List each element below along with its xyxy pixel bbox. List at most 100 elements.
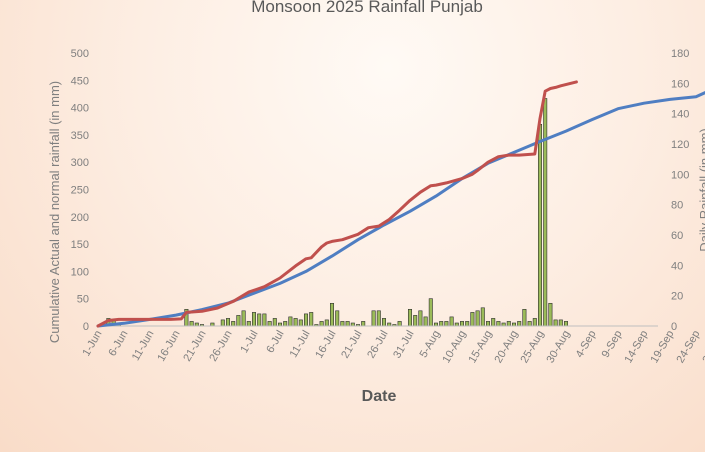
x-tick-label: 6-Jun	[106, 329, 130, 359]
daily-rainfall-bar	[496, 321, 501, 327]
daily-rainfall-bar	[340, 321, 345, 327]
daily-rainfall-bar	[335, 310, 340, 327]
x-tick-label: 25-Aug	[518, 329, 546, 366]
daily-rainfall-bar	[553, 319, 558, 327]
x-tick-label: 16-Jun	[155, 329, 182, 364]
daily-rainfall-bar	[543, 98, 548, 327]
daily-rainfall-bar	[361, 321, 366, 327]
daily-rainfall-bar	[397, 321, 402, 327]
x-tick-label: 15-Aug	[466, 329, 494, 366]
left-axis-ticks: 0 50 100 150 200 250 300 350 400 450 500	[71, 48, 89, 333]
x-tick-label: 20-Aug	[492, 329, 520, 366]
daily-rainfall-bar	[381, 318, 386, 327]
daily-rainfall-bar	[231, 321, 236, 327]
chart-title: Monsoon 2025 Rainfall Punjab	[251, 0, 483, 16]
plot-area	[96, 80, 705, 328]
left-axis-label: Cumulative Actual and normal rainfall (i…	[47, 81, 62, 343]
daily-rainfall-bar	[439, 321, 444, 327]
right-tick-label: 0	[671, 321, 677, 333]
right-tick-label: 120	[671, 139, 689, 151]
left-tick-label: 150	[71, 239, 89, 251]
right-tick-label: 180	[671, 48, 689, 60]
daily-rainfall-bar	[480, 307, 485, 327]
x-tick-label: 14-Sep	[622, 329, 650, 366]
daily-rainfall-bar	[236, 315, 241, 327]
right-tick-label: 60	[671, 230, 683, 242]
left-tick-label: 500	[71, 48, 89, 60]
daily-rainfall-bar	[252, 312, 257, 327]
x-tick-label: 21-Jul	[339, 329, 364, 361]
x-tick-label: 31-Jul	[391, 329, 416, 361]
daily-rainfall-bar	[423, 316, 428, 327]
daily-rainfall-bar	[246, 321, 251, 327]
x-tick-label: 24-Sep	[674, 329, 702, 366]
left-tick-label: 250	[71, 185, 89, 197]
daily-rainfall-bar	[485, 321, 490, 327]
daily-rainfall-bar	[506, 321, 511, 327]
left-tick-label: 300	[71, 157, 89, 169]
left-tick-label: 0	[83, 321, 89, 333]
daily-rainfall-bar	[220, 319, 225, 327]
daily-rainfall-bar	[272, 318, 277, 327]
daily-rainfall-bar	[418, 310, 423, 327]
daily-rainfall-bar	[257, 313, 262, 327]
daily-rainfall-bar	[345, 321, 350, 327]
daily-rainfall-bar	[548, 302, 553, 327]
daily-rainfall-bar	[226, 318, 231, 327]
daily-rainfall-bar	[319, 321, 324, 327]
right-tick-label: 20	[671, 291, 683, 303]
daily-rainfall-bar	[459, 321, 464, 327]
right-tick-label: 100	[671, 169, 689, 181]
right-tick-label: 160	[671, 78, 689, 90]
actual-cumulative-line	[96, 80, 578, 328]
daily-rainfall-bar	[189, 321, 194, 327]
daily-rainfall-bar	[537, 124, 542, 327]
daily-rainfall-bar	[303, 313, 308, 327]
daily-rainfall-bar	[298, 319, 303, 327]
x-tick-label: 11-Jun	[130, 329, 157, 363]
right-axis-ticks: 0 20 40 60 80 100 120 140 160 180	[671, 48, 689, 333]
x-axis-label: Date	[362, 388, 397, 405]
x-tick-label: 10-Aug	[440, 329, 468, 366]
daily-rainfall-bar	[329, 302, 334, 327]
daily-rainfall-bar	[522, 308, 527, 327]
right-tick-label: 140	[671, 109, 689, 121]
right-axis-label: Daily Rainfall (in mm)	[697, 128, 705, 252]
daily-rainfall-bar	[371, 310, 376, 327]
daily-rainfall-bar	[449, 316, 454, 327]
x-tick-label: 11-Jul	[288, 329, 313, 360]
daily-rainfall-bar	[475, 310, 480, 327]
daily-rainfall-bar	[283, 321, 288, 327]
x-tick-label: 4-Sep	[574, 329, 599, 360]
daily-rainfall-bar	[527, 321, 532, 327]
daily-rainfall-bar	[293, 318, 298, 327]
x-tick-label: 21-Jun	[181, 329, 208, 364]
x-tick-label: 1-Jul	[238, 329, 260, 356]
daily-rainfall-bar	[465, 321, 470, 327]
x-tick-label: 16-Jul	[313, 329, 338, 361]
x-tick-label: 9-Sep	[600, 329, 625, 360]
daily-rainfall-bar	[262, 313, 267, 327]
right-tick-label: 40	[671, 260, 683, 272]
daily-rainfall-bar	[407, 308, 412, 327]
daily-rainfall-bar	[558, 319, 563, 327]
x-tick-label: 30-Aug	[544, 329, 572, 366]
daily-rainfall-bar	[517, 321, 522, 327]
daily-rainfall-bar	[241, 310, 246, 327]
x-tick-label: 26-Jul	[365, 329, 390, 361]
daily-rainfall-bar	[376, 310, 381, 327]
daily-rainfall-bar	[309, 312, 314, 327]
normal-cumulative-line	[96, 91, 705, 328]
x-tick-label: 19-Sep	[648, 329, 676, 366]
x-tick-label: 5-Aug	[418, 329, 443, 360]
daily-rainfall-bar	[491, 318, 496, 327]
left-tick-label: 350	[71, 130, 89, 142]
left-tick-label: 450	[71, 75, 89, 87]
daily-rainfall-bar	[532, 318, 537, 327]
left-tick-label: 50	[77, 294, 89, 306]
left-tick-label: 100	[71, 266, 89, 278]
daily-rainfall-bar	[428, 298, 433, 327]
x-tick-label: 26-Jun	[207, 329, 234, 364]
